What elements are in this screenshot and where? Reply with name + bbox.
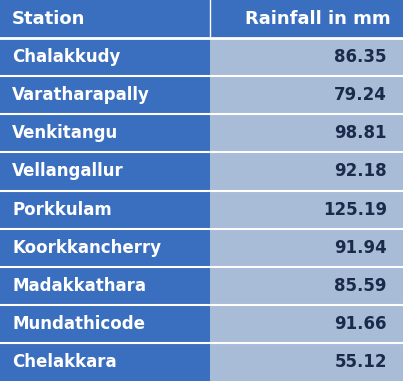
Text: 125.19: 125.19: [323, 200, 387, 219]
Text: Vellangallur: Vellangallur: [12, 162, 124, 181]
Text: Porkkulam: Porkkulam: [12, 200, 112, 219]
Bar: [0, 190, 210, 229]
Text: 98.81: 98.81: [334, 124, 387, 142]
Bar: [0, 343, 210, 381]
Bar: [210, 305, 403, 343]
Bar: [210, 114, 403, 152]
Bar: [0, 152, 210, 190]
Text: Madakkathara: Madakkathara: [12, 277, 146, 295]
Bar: [0, 0, 210, 38]
Text: Venkitangu: Venkitangu: [12, 124, 118, 142]
Text: 55.12: 55.12: [334, 353, 387, 371]
Bar: [210, 76, 403, 114]
Bar: [0, 305, 210, 343]
Bar: [210, 0, 403, 38]
Bar: [210, 343, 403, 381]
Bar: [210, 152, 403, 190]
Bar: [0, 38, 210, 76]
Bar: [0, 114, 210, 152]
Text: 92.18: 92.18: [334, 162, 387, 181]
Text: Koorkkancherry: Koorkkancherry: [12, 239, 161, 257]
Bar: [0, 229, 210, 267]
Text: Chelakkara: Chelakkara: [12, 353, 117, 371]
Text: Station: Station: [12, 10, 85, 28]
Bar: [0, 267, 210, 305]
Bar: [210, 190, 403, 229]
Bar: [210, 267, 403, 305]
Text: 91.66: 91.66: [334, 315, 387, 333]
Text: Rainfall in mm: Rainfall in mm: [245, 10, 391, 28]
Text: Chalakkudy: Chalakkudy: [12, 48, 120, 66]
Text: Varatharapally: Varatharapally: [12, 86, 150, 104]
Text: Mundathicode: Mundathicode: [12, 315, 145, 333]
Text: 79.24: 79.24: [334, 86, 387, 104]
Bar: [210, 229, 403, 267]
Bar: [210, 38, 403, 76]
Text: 85.59: 85.59: [334, 277, 387, 295]
Text: 86.35: 86.35: [334, 48, 387, 66]
Bar: [0, 76, 210, 114]
Text: 91.94: 91.94: [334, 239, 387, 257]
